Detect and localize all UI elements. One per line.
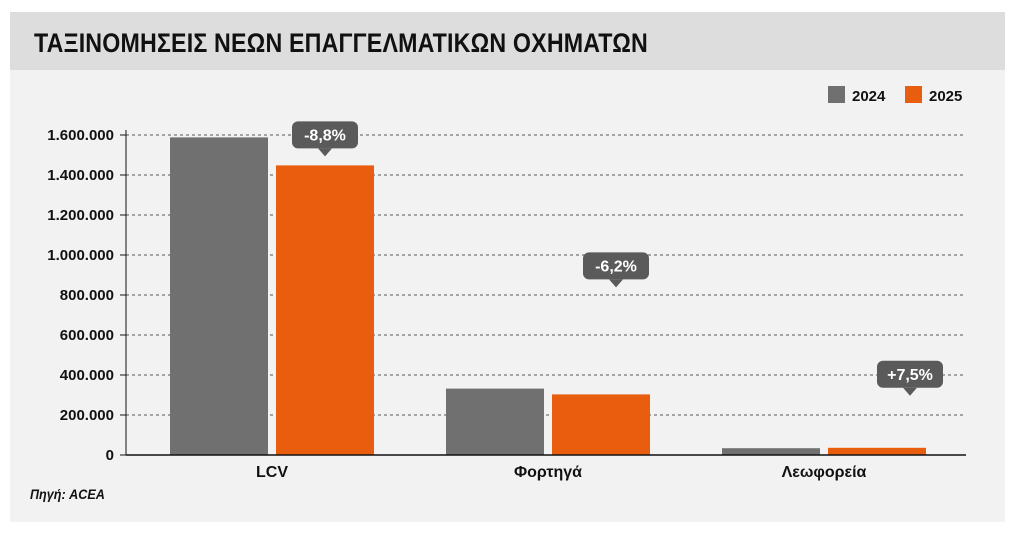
y-tick-label: 1.400.000 xyxy=(47,167,114,184)
y-tick-label: 1.200.000 xyxy=(47,207,114,224)
bar-2025-1 xyxy=(552,394,650,455)
y-tick-label: 0 xyxy=(106,447,114,464)
y-tick-label: 400.000 xyxy=(60,367,114,384)
y-tick-label: 1.000.000 xyxy=(47,247,114,264)
bar-2024-1 xyxy=(446,388,544,455)
y-tick-label: 600.000 xyxy=(60,327,114,344)
change-callout-label: -6,2% xyxy=(595,258,637,275)
y-tick-label: 800.000 xyxy=(60,287,114,304)
bar-2024-2 xyxy=(722,448,820,455)
y-tick-label: 200.000 xyxy=(60,407,114,424)
x-category-label: Φορτηγά xyxy=(514,464,582,481)
bar-2024-0 xyxy=(170,137,268,455)
legend-label-2024: 2024 xyxy=(852,88,886,105)
x-category-label: Λεωφορεία xyxy=(782,464,867,481)
legend-swatch-2024 xyxy=(828,86,845,103)
change-callout xyxy=(583,252,649,280)
legend-label-2025: 2025 xyxy=(929,88,962,105)
legend-swatch-2025 xyxy=(905,86,922,103)
change-callout-label: +7,5% xyxy=(887,367,933,384)
bar-2025-0 xyxy=(276,165,374,455)
callout-pointer xyxy=(609,279,623,288)
callout-pointer xyxy=(318,148,332,157)
x-category-label: LCV xyxy=(256,464,288,481)
callout-pointer xyxy=(903,387,917,396)
source-note: Πηγή: ACEA xyxy=(30,486,105,502)
bar-2025-2 xyxy=(828,447,926,455)
chart-title: ΤΑΞΙΝΟΜΗΣΕΙΣ ΝΕΩΝ ΕΠΑΓΓΕΛΜΑΤΙΚΩΝ ΟΧΗΜΑΤΩ… xyxy=(34,28,648,58)
change-callout xyxy=(877,360,943,388)
change-callout xyxy=(292,121,358,149)
change-callout-label: -8,8% xyxy=(304,127,346,144)
y-tick-label: 1.600.000 xyxy=(47,127,114,144)
title-bar xyxy=(10,12,1005,70)
